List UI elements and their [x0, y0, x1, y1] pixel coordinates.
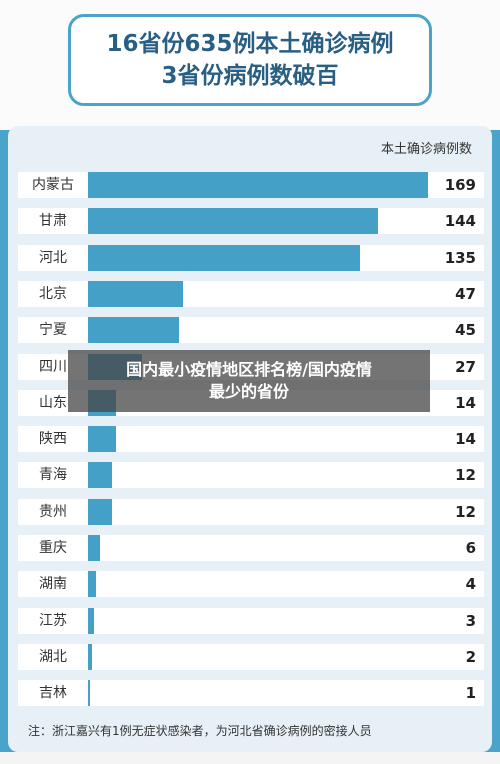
bar — [88, 462, 113, 489]
bar-row: 吉林 1 — [18, 680, 484, 707]
chart-panel: 本土确诊病例数 内蒙古 169 甘肃 144 河北 135 北京 47 宁夏 45 四川 27 山东 14… — [8, 126, 492, 752]
data-label: 45 — [455, 321, 476, 340]
bar-row: 青海 12 — [18, 462, 484, 489]
bar-track — [88, 607, 428, 634]
bar-row: 湖北 2 — [18, 643, 484, 670]
data-label: 1 — [465, 684, 476, 703]
data-label: 6 — [465, 539, 476, 557]
data-label: 3 — [465, 611, 476, 630]
caption-overlay: 国内最小疫情地区排名榜/国内疫情 最少的省份 — [68, 350, 430, 412]
category-label: 湖南 — [39, 576, 67, 593]
category-label: 四川 — [39, 358, 67, 375]
bar-row: 河北 135 — [18, 244, 484, 271]
bar-row: 宁夏 45 — [18, 317, 484, 344]
bar — [88, 172, 428, 198]
category-label: 青海 — [39, 467, 67, 484]
bar-track — [88, 426, 428, 453]
data-label: 135 — [444, 248, 476, 267]
bar — [88, 498, 113, 525]
bar — [88, 571, 97, 598]
data-label: 169 — [444, 176, 476, 194]
bar-row: 北京 47 — [18, 280, 484, 307]
category-label: 河北 — [39, 249, 67, 266]
data-label: 47 — [455, 284, 476, 303]
bar-track — [88, 244, 428, 271]
category-label: 重庆 — [39, 540, 67, 556]
bottom-strip — [0, 752, 500, 764]
category-label: 宁夏 — [39, 322, 67, 339]
bar-track — [88, 498, 428, 525]
footnote: 注：浙江嘉兴有1例无症状感染者，为河北省确诊病例的密接人员 — [28, 724, 372, 738]
data-label: 14 — [455, 393, 476, 412]
bar-track — [88, 680, 428, 707]
category-label: 甘肃 — [39, 213, 67, 230]
data-label: 2 — [465, 647, 476, 666]
data-label: 12 — [455, 466, 476, 485]
bar-row: 重庆 6 — [18, 535, 484, 561]
data-label: 4 — [465, 575, 476, 594]
bar — [88, 607, 95, 634]
category-label: 江苏 — [39, 612, 67, 629]
value-axis-label: 本土确诊病例数 — [380, 142, 472, 157]
bar — [88, 643, 93, 670]
bar-track — [88, 571, 428, 598]
data-label: 27 — [455, 357, 476, 376]
bar-row: 湖南 4 — [18, 571, 484, 598]
category-label: 北京 — [39, 285, 67, 302]
chart-title-line2: 3省份病例数破百 — [161, 63, 339, 89]
bar-track — [88, 643, 428, 670]
bar-track — [88, 462, 428, 489]
data-label: 12 — [455, 502, 476, 521]
category-label: 吉林 — [39, 685, 67, 702]
bar-row: 内蒙古 169 — [18, 172, 484, 198]
data-label: 144 — [444, 212, 476, 231]
bar — [88, 426, 117, 453]
category-label: 内蒙古 — [32, 177, 74, 193]
data-label: 14 — [455, 430, 476, 449]
bar — [88, 280, 183, 307]
bar-track — [88, 317, 428, 344]
category-label: 山东 — [39, 394, 67, 411]
bar-row: 江苏 3 — [18, 607, 484, 634]
bar-track — [88, 280, 428, 307]
bar-row: 陕西 14 — [18, 426, 484, 453]
bar-track — [88, 172, 428, 198]
bar — [88, 244, 360, 271]
bar — [88, 208, 378, 235]
caption-line2: 最少的省份 — [208, 382, 289, 401]
bar-track — [88, 535, 428, 561]
bar-row: 甘肃 144 — [18, 208, 484, 235]
caption-line1: 国内最小疫情地区排名榜/国内疫情 — [126, 360, 372, 379]
category-label: 贵州 — [39, 503, 67, 520]
title-box: 16省份635例本土确诊病例 3省份病例数破百 — [68, 14, 432, 106]
bar-track — [88, 208, 428, 235]
category-label: 陕西 — [39, 431, 67, 448]
bar — [88, 535, 101, 561]
bar — [88, 317, 179, 344]
category-label: 湖北 — [39, 648, 67, 665]
chart-title-line1: 16省份635例本土确诊病例 — [106, 31, 394, 57]
bar-row: 贵州 12 — [18, 498, 484, 525]
bar — [88, 680, 90, 707]
